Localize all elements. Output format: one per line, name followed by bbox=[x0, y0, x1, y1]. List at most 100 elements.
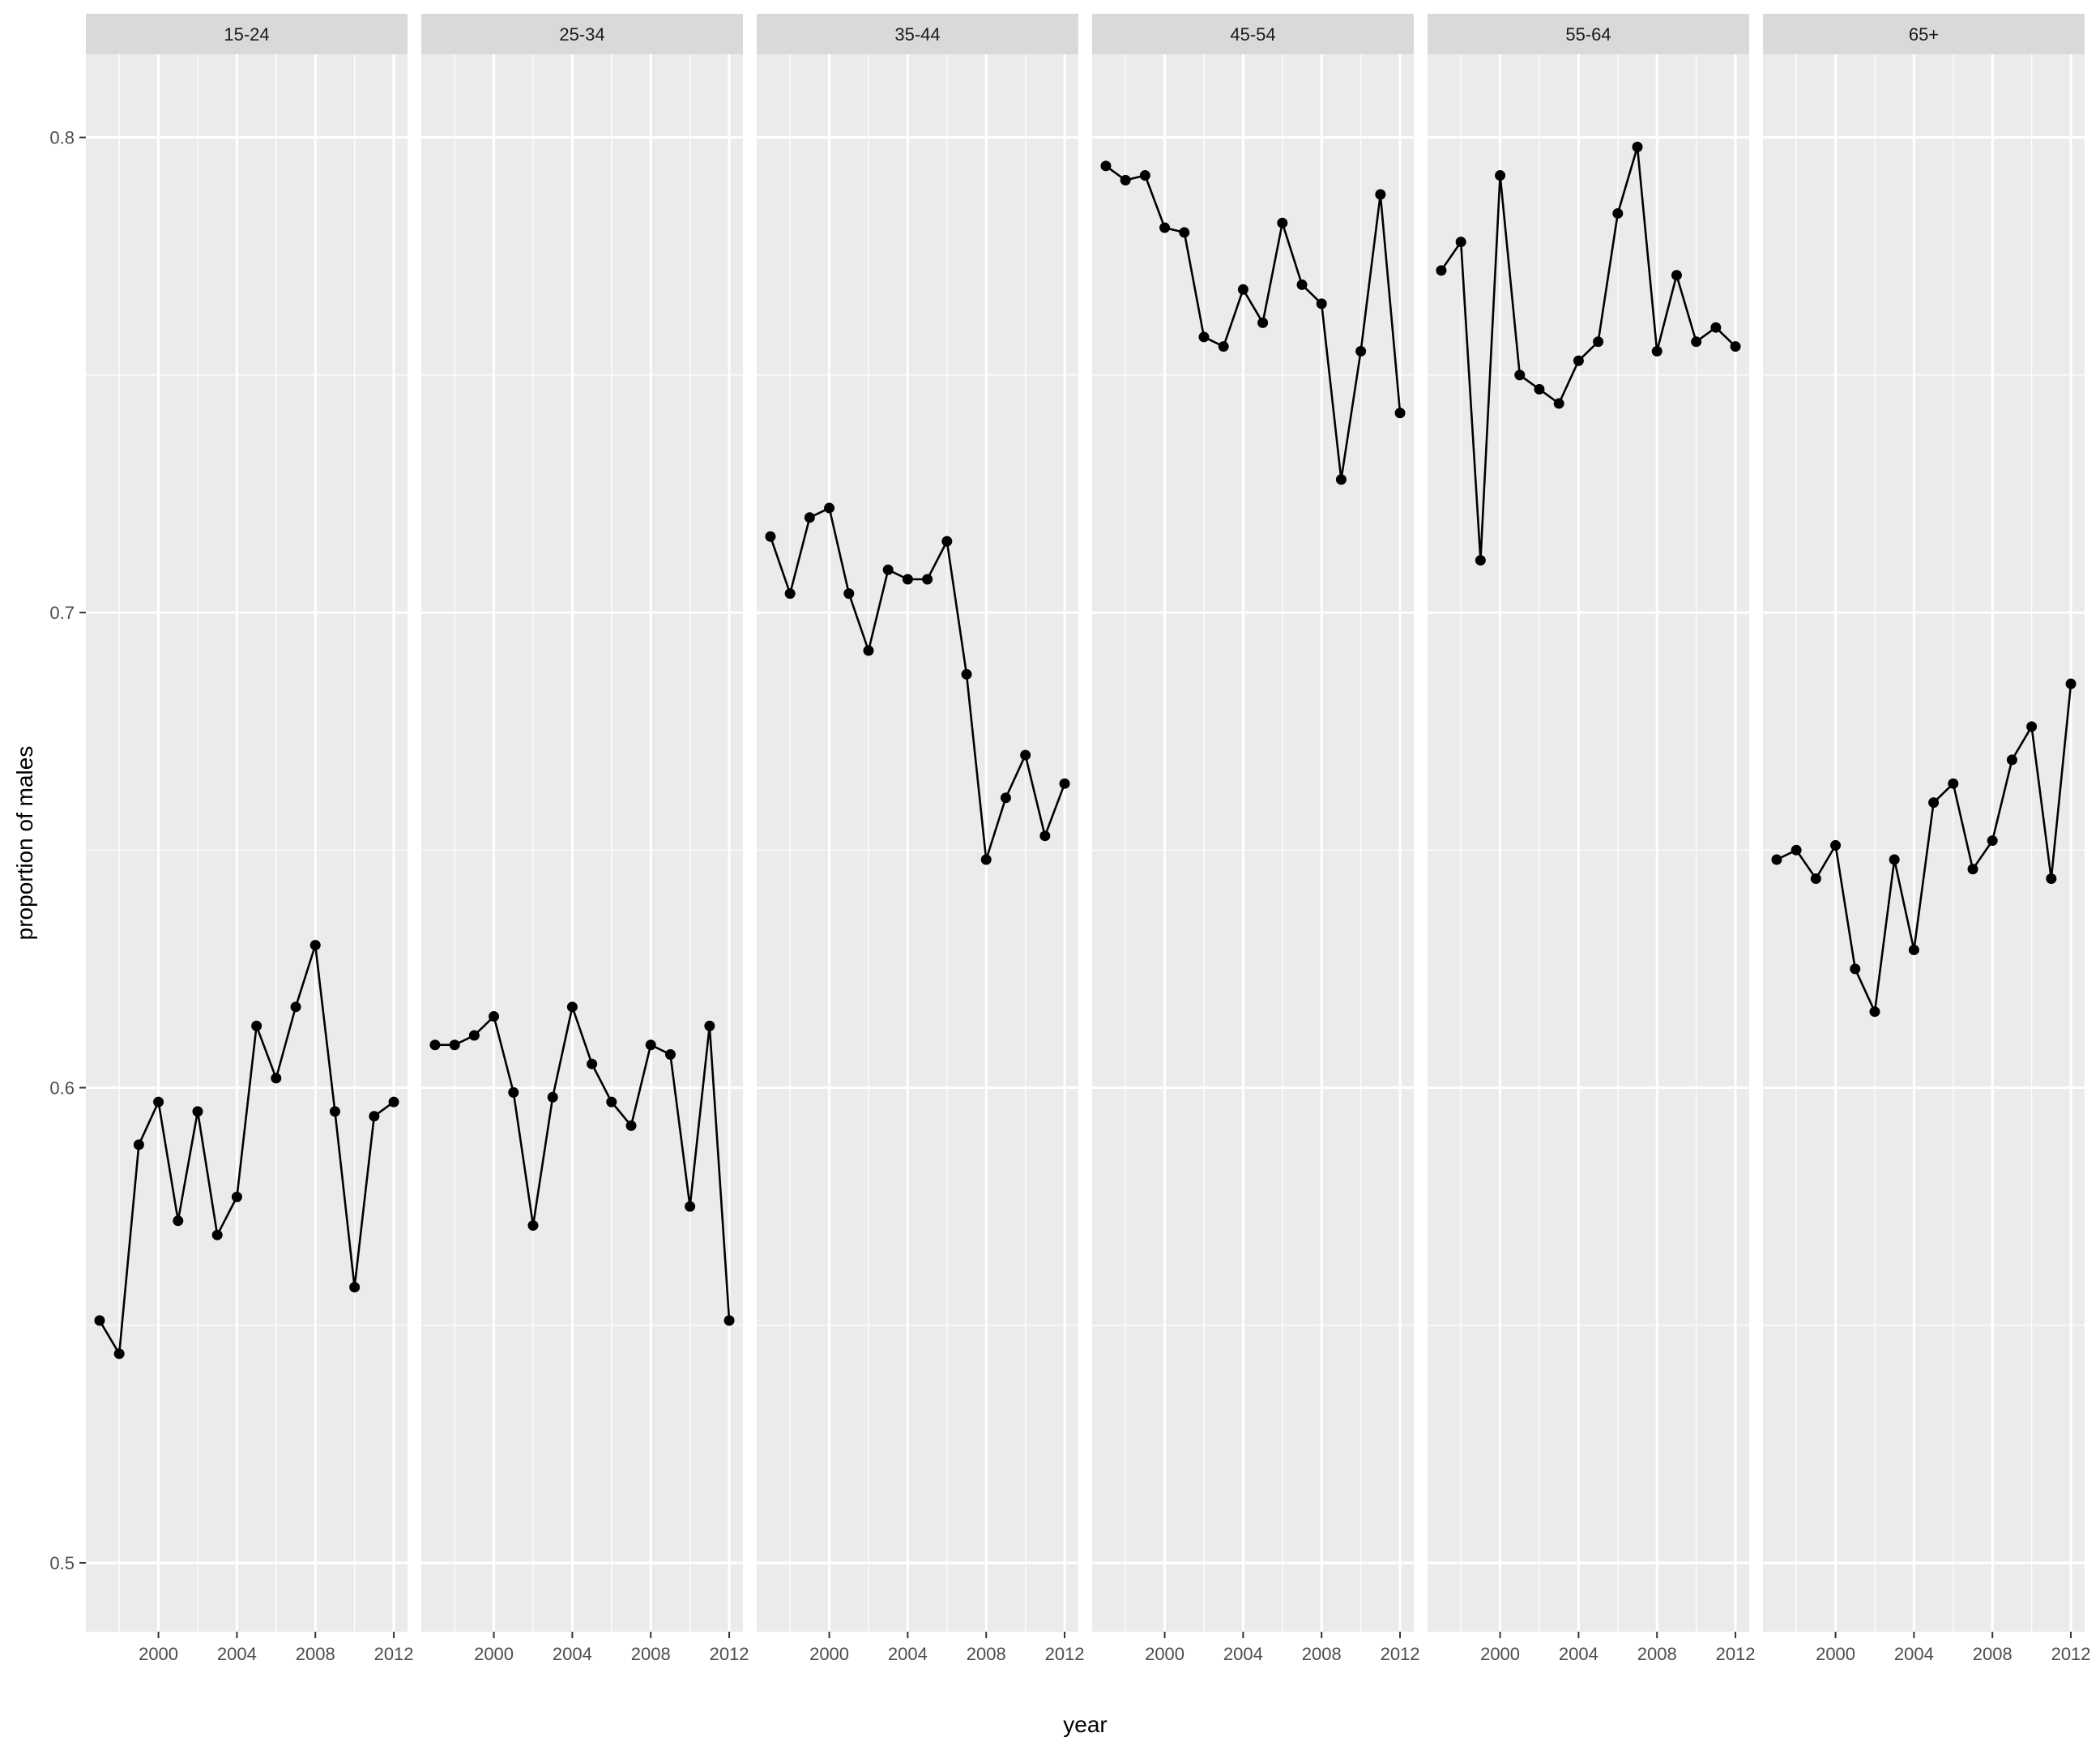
data-point bbox=[941, 536, 953, 547]
facet-panel-25-34: 25-34 2000 2004 2008 2012 bbox=[421, 14, 749, 1664]
data-point bbox=[231, 1191, 242, 1202]
facet-strip-label: 15-24 bbox=[224, 24, 269, 45]
facet-strip-label: 25-34 bbox=[559, 24, 604, 45]
panel-background bbox=[1763, 54, 2085, 1632]
data-point bbox=[1791, 844, 1802, 856]
x-tick-label: 2012 bbox=[1716, 1644, 1756, 1664]
x-tick-label: 2000 bbox=[1816, 1644, 1855, 1664]
data-point bbox=[1000, 792, 1011, 804]
x-tick-label: 2004 bbox=[1223, 1644, 1263, 1664]
data-point bbox=[1436, 265, 1447, 276]
x-tick-label: 2004 bbox=[1894, 1644, 1934, 1664]
data-point bbox=[1810, 873, 1821, 884]
data-point bbox=[1237, 284, 1248, 295]
data-point bbox=[2046, 873, 2057, 884]
panel-background bbox=[1428, 54, 1749, 1632]
data-point bbox=[685, 1201, 696, 1212]
y-tick-label: 0.7 bbox=[49, 603, 75, 623]
data-point bbox=[94, 1315, 105, 1326]
y-axis: 0.5 0.6 0.7 0.8 bbox=[49, 128, 86, 1573]
facets-layer: 15-24 2000 2004 2008 2012 25-34 2000 2004 2008 20… bbox=[86, 14, 2091, 1664]
data-point bbox=[1651, 346, 1662, 357]
data-point bbox=[133, 1139, 144, 1150]
data-point bbox=[329, 1106, 340, 1117]
facet-strip-label: 65+ bbox=[1909, 24, 1939, 45]
x-tick-label: 2012 bbox=[374, 1644, 414, 1664]
panel-background bbox=[757, 54, 1078, 1632]
data-point bbox=[704, 1020, 715, 1031]
data-point bbox=[843, 588, 855, 600]
x-axis-title: year bbox=[1063, 1712, 1107, 1737]
data-point bbox=[765, 531, 776, 542]
data-point bbox=[1691, 336, 1702, 348]
data-point bbox=[1889, 854, 1900, 865]
series-line bbox=[769, 506, 1066, 861]
x-tick-label: 2004 bbox=[553, 1644, 592, 1664]
data-point bbox=[508, 1086, 519, 1098]
data-point bbox=[1355, 346, 1367, 357]
data-point bbox=[173, 1215, 184, 1227]
x-tick-label: 2008 bbox=[967, 1644, 1006, 1664]
data-point bbox=[2026, 721, 2038, 732]
data-point bbox=[2065, 678, 2077, 689]
data-point bbox=[1179, 227, 1190, 238]
data-point bbox=[1928, 797, 1940, 809]
data-point bbox=[429, 1039, 441, 1051]
data-point bbox=[723, 1315, 735, 1326]
y-axis-title: proportion of males bbox=[12, 746, 37, 941]
data-point bbox=[153, 1096, 164, 1108]
data-point bbox=[113, 1348, 125, 1359]
panel-background bbox=[421, 54, 743, 1632]
panel-background bbox=[86, 54, 408, 1632]
facet-panel-15-24: 15-24 2000 2004 2008 2012 bbox=[86, 14, 414, 1664]
x-tick-label: 2008 bbox=[631, 1644, 671, 1664]
facet-strip-label: 55-64 bbox=[1565, 24, 1611, 45]
data-point bbox=[824, 502, 835, 514]
data-point bbox=[882, 564, 894, 575]
x-tick-label: 2012 bbox=[1381, 1644, 1420, 1664]
data-point bbox=[1335, 474, 1347, 485]
x-tick-label: 2000 bbox=[474, 1644, 514, 1664]
data-point bbox=[980, 854, 992, 865]
facet-panel-45-54: 45-54 2000 2004 2008 2012 bbox=[1092, 14, 1420, 1664]
data-point bbox=[290, 1001, 301, 1013]
x-tick-label: 2004 bbox=[888, 1644, 928, 1664]
x-tick-label: 2008 bbox=[1302, 1644, 1342, 1664]
series-line bbox=[1776, 683, 2072, 1013]
data-point bbox=[1710, 322, 1722, 333]
facet-panel-65+: 65+ 2000 2004 2008 2012 bbox=[1763, 14, 2091, 1664]
data-point bbox=[1730, 341, 1741, 352]
facet-panel-55-64: 55-64 2000 2004 2008 2012 bbox=[1428, 14, 1756, 1664]
data-point bbox=[922, 574, 933, 585]
facet-strip bbox=[86, 14, 408, 54]
data-point bbox=[1059, 778, 1070, 789]
data-point bbox=[1139, 170, 1150, 181]
data-point bbox=[271, 1073, 282, 1084]
data-point bbox=[1987, 835, 1998, 847]
data-point bbox=[1534, 383, 1545, 395]
data-point bbox=[388, 1096, 399, 1108]
data-point bbox=[804, 512, 815, 523]
x-tick-label: 2008 bbox=[1973, 1644, 2012, 1664]
data-point bbox=[606, 1096, 617, 1108]
data-point bbox=[784, 588, 796, 600]
data-point bbox=[1455, 237, 1466, 248]
data-point bbox=[1039, 830, 1051, 842]
panel-background bbox=[1092, 54, 1414, 1632]
data-point bbox=[309, 940, 321, 951]
x-tick-label: 2000 bbox=[809, 1644, 849, 1664]
data-point bbox=[1948, 778, 1959, 789]
x-tick-label: 2004 bbox=[1559, 1644, 1598, 1664]
data-point bbox=[1257, 317, 1269, 328]
data-point bbox=[664, 1048, 676, 1060]
data-point bbox=[1908, 944, 1919, 955]
series-line bbox=[434, 1005, 731, 1321]
data-point bbox=[1553, 398, 1564, 409]
series-line bbox=[1105, 164, 1402, 481]
data-point bbox=[1120, 174, 1131, 186]
data-point bbox=[645, 1039, 656, 1051]
facet-strip bbox=[1763, 14, 2085, 54]
data-point bbox=[1375, 189, 1386, 200]
data-point bbox=[1277, 217, 1288, 228]
